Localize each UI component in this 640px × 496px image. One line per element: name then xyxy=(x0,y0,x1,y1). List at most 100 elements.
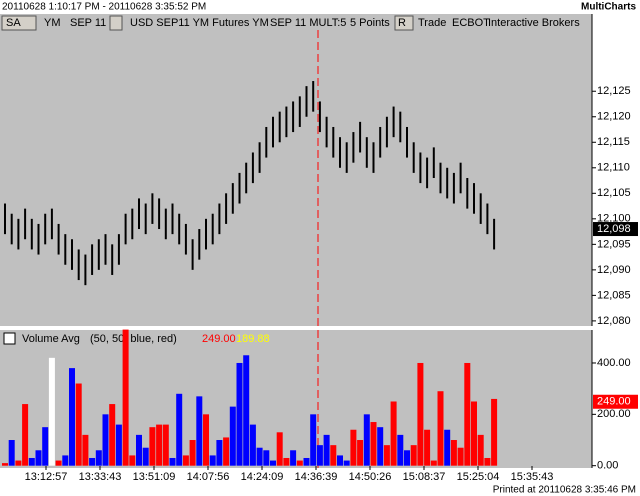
multiplier: SEP 11 MULT:5 xyxy=(270,17,346,29)
x-tick-label: 15:08:37 xyxy=(403,471,446,483)
footer: Printed at 20110628 3:35:46 PM xyxy=(493,485,636,496)
volume-bar xyxy=(457,447,464,466)
volume-bar xyxy=(189,440,196,466)
volume-bar xyxy=(89,457,96,466)
volume-bar xyxy=(450,440,457,466)
last-value-label: 12,098 xyxy=(597,223,631,235)
x-tick-label: 13:12:57 xyxy=(25,471,68,483)
volume-bar xyxy=(35,450,42,466)
volume-bar xyxy=(22,404,29,466)
volume-bar xyxy=(424,429,431,466)
volume-bar xyxy=(69,368,75,466)
volume-bar xyxy=(430,460,437,466)
app-name: MultiCharts xyxy=(581,2,636,13)
volume-bar xyxy=(491,398,498,466)
volume-bar xyxy=(283,457,290,466)
volume-bar xyxy=(397,434,404,466)
volume-bar xyxy=(102,414,109,466)
symbol: YM xyxy=(44,17,61,29)
volume-bar xyxy=(82,434,89,466)
close-indicator[interactable] xyxy=(3,332,16,345)
volume-bar xyxy=(417,362,424,466)
y-tick-label: 400.00 xyxy=(597,357,631,369)
volume-bar xyxy=(316,445,323,466)
volume-bar xyxy=(209,455,216,466)
last-value-box xyxy=(593,394,638,409)
toolbar-button[interactable] xyxy=(1,15,37,31)
volume-bar xyxy=(55,460,62,466)
volume-bar xyxy=(390,401,397,466)
panel-separator xyxy=(0,326,640,330)
volume-bar xyxy=(303,457,310,466)
volume-bar xyxy=(236,362,243,466)
volume-bar xyxy=(410,445,417,466)
volume-bar xyxy=(109,404,116,466)
volume-bar xyxy=(48,357,55,466)
study-last: 249.00 xyxy=(202,333,236,345)
volume-bar xyxy=(263,450,270,466)
y-tick-label: 12,120 xyxy=(597,111,631,123)
mode-button[interactable] xyxy=(394,15,414,31)
x-tick-label: 15:25:04 xyxy=(457,471,500,483)
study-avg: 189.88 xyxy=(236,333,270,345)
data-type: Trade xyxy=(418,17,446,29)
volume-bar xyxy=(42,427,49,466)
toolbar-button-label[interactable]: SA xyxy=(6,17,21,29)
volume-bar xyxy=(276,432,283,466)
volume-bar xyxy=(357,440,364,466)
volume-bar xyxy=(162,424,169,466)
volume-bar xyxy=(363,414,370,466)
mode[interactable]: R xyxy=(398,17,406,29)
axis-area xyxy=(592,14,640,468)
x-tick-label: 14:07:56 xyxy=(187,471,230,483)
y-tick-label: 0.00 xyxy=(597,460,618,472)
volume-bar xyxy=(15,460,22,466)
volume-bar xyxy=(122,329,129,466)
y-tick-label: 12,095 xyxy=(597,238,631,250)
last-value-label: 249.00 xyxy=(597,396,631,408)
y-tick-label: 12,090 xyxy=(597,264,631,276)
exchange: ECBOT xyxy=(452,17,490,29)
study-name: Volume Avg xyxy=(22,333,80,345)
volume-bar xyxy=(343,460,350,466)
volume-bar xyxy=(136,434,142,466)
volume-bar xyxy=(477,434,484,466)
volume-bar xyxy=(216,440,223,466)
volume-bar xyxy=(182,455,189,466)
volume-bar xyxy=(471,401,477,466)
volume-bar xyxy=(484,457,491,466)
volume-bar xyxy=(404,450,410,466)
description: USD SEP11 YM Futures YM xyxy=(130,17,269,29)
volume-bar xyxy=(323,434,330,466)
volume-bar xyxy=(290,450,297,466)
volume-bar xyxy=(337,455,343,466)
volume-bar xyxy=(203,414,209,466)
volume-bar xyxy=(383,445,390,466)
volume-bar xyxy=(8,440,15,466)
volume-bar xyxy=(296,460,303,466)
x-tick-label: 13:51:09 xyxy=(133,471,176,483)
volume-bar xyxy=(223,437,230,466)
volume-bar xyxy=(249,424,256,466)
volume-bar xyxy=(437,391,444,466)
resolution: 5 Points xyxy=(350,17,390,29)
dropdown[interactable] xyxy=(109,15,123,31)
volume-bar xyxy=(129,455,136,466)
y-tick-label: 12,105 xyxy=(597,187,631,199)
volume-bar xyxy=(142,447,149,466)
y-tick-label: 12,080 xyxy=(597,315,631,327)
y-tick-label: 12,110 xyxy=(597,162,630,174)
volume-bar xyxy=(95,450,102,466)
y-tick-label: 12,125 xyxy=(597,85,631,97)
x-tick-label: 14:50:26 xyxy=(349,471,392,483)
volume-bar xyxy=(464,362,471,466)
volume-bar xyxy=(370,422,377,466)
volume-bar xyxy=(243,355,250,466)
y-tick-label: 12,100 xyxy=(597,213,631,225)
volume-bar xyxy=(149,427,156,466)
y-tick-label: 200.00 xyxy=(597,408,631,420)
study-params: (50, 50, blue, red) xyxy=(90,333,177,345)
last-value-box xyxy=(593,222,638,237)
